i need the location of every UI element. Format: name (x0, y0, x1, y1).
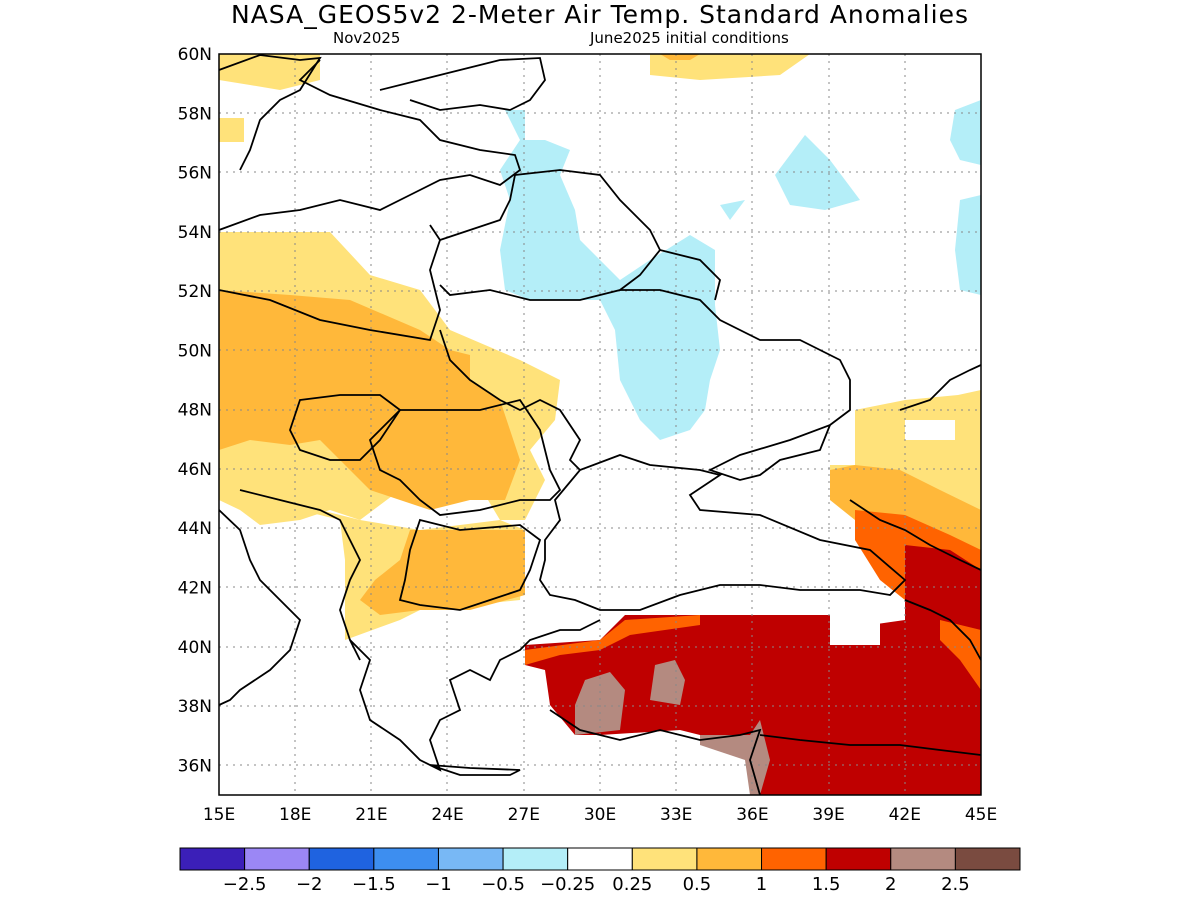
border-ukraine-west (439, 329, 582, 471)
colorbar-swatch (437, 847, 504, 871)
italy-coast (219, 509, 302, 706)
lat-tick-label: 40N (178, 638, 212, 658)
coastlines-and-borders (219, 54, 981, 795)
colorbar-label: −2.5 (223, 874, 267, 895)
border-bulgaria (398, 518, 542, 611)
border-russia-ukr (659, 249, 721, 301)
lat-tick-label: 50N (178, 341, 212, 361)
turkey-south-coast (549, 709, 762, 795)
border-poland-west (219, 224, 441, 342)
map-frame (218, 53, 982, 796)
colorbar (179, 847, 1021, 871)
map-title: NASA_GEOS5v2 2-Meter Air Temp. Standard … (231, 0, 969, 29)
lat-tick-label: 36N (178, 756, 212, 776)
extreme-warm-anomaly-1 (575, 672, 625, 735)
colorbar-label: −0.25 (540, 874, 595, 895)
finland-coast (379, 57, 546, 111)
lon-tick-label: 36E (736, 805, 768, 825)
border-turkey-east (904, 599, 981, 661)
strong-warm-anomaly-anatolia (525, 545, 981, 795)
lat-tick-label: 56N (178, 164, 212, 184)
black-sea-coast (539, 454, 907, 611)
lon-tick-label: 39E (812, 805, 844, 825)
warm-anomaly-north2 (650, 54, 810, 80)
latitude-tick-labels: 60N 58N 56N 54N 52N 50N 48N 46N 44N 42N 40N 38N 36N (178, 45, 212, 776)
lon-tick-label: 33E (660, 805, 692, 825)
colorbar-swatch (502, 847, 569, 871)
colorbar-label: −0.5 (481, 874, 525, 895)
lat-tick-label: 52N (178, 282, 212, 302)
lon-tick-label: 24E (431, 805, 463, 825)
border-romania (368, 398, 562, 516)
border-belarus (439, 169, 662, 301)
warm-anomaly-spot (219, 118, 244, 142)
colorbar-swatch (308, 847, 375, 871)
lon-tick-label: 45E (965, 805, 997, 825)
lon-tick-label: 42E (889, 805, 921, 825)
colorbar-swatch (696, 847, 763, 871)
longitude-tick-labels: 15E 18E 21E 24E 27E 30E 33E 36E 39E 42E 45E (203, 805, 997, 825)
border-balkans-west (239, 489, 362, 661)
colorbar-swatch (373, 847, 439, 871)
warm-anomaly-central (219, 290, 520, 510)
lon-tick-label: 27E (508, 805, 540, 825)
colorbar-swatch (631, 847, 698, 871)
neutral-block-2 (905, 420, 955, 440)
lon-tick-label: 15E (203, 805, 235, 825)
caspian-coast (899, 364, 981, 411)
colorbar-swatch (954, 847, 1021, 871)
map-area (219, 54, 981, 795)
colorbar-label: −2 (296, 874, 323, 895)
colorbar-label: 2.5 (941, 874, 970, 895)
neutral-block-1 (830, 615, 880, 645)
colorbar-labels: −2.5 −2 −1.5 −1 −0.5 −0.25 0.25 0.5 1 1.5 2 2.5 (223, 874, 970, 895)
cool-anomaly-russia2 (950, 100, 981, 165)
colorbar-swatch (890, 847, 956, 871)
warm-anomaly-anatolia-edge (525, 615, 700, 665)
lat-tick-label: 54N (178, 223, 212, 243)
lon-tick-label: 30E (584, 805, 616, 825)
colorbar-label: 2 (885, 874, 896, 895)
border-syria (759, 734, 981, 756)
crete (429, 764, 521, 776)
colorbar-label: −1 (425, 874, 452, 895)
cool-anomaly-baltic (500, 110, 720, 440)
colorbar-swatch (244, 847, 310, 871)
colorbar-label: −1.5 (352, 874, 396, 895)
lat-tick-label: 60N (178, 45, 212, 65)
lat-tick-label: 44N (178, 519, 212, 539)
azov-coast (707, 423, 832, 481)
scandinavia-coast (219, 54, 322, 171)
colorbar-swatch (567, 847, 633, 871)
border-hungary (289, 394, 402, 461)
colorbar-label: 0.5 (683, 874, 712, 895)
lat-tick-label: 46N (178, 460, 212, 480)
cool-anomaly-russia (775, 135, 860, 210)
border-ukraine-north (620, 289, 851, 426)
colorbar-swatch (761, 847, 827, 871)
colorbar-label: 1.5 (812, 874, 841, 895)
warm-anomaly-north3 (660, 54, 700, 60)
lat-tick-label: 42N (178, 579, 212, 599)
lon-tick-label: 21E (355, 805, 387, 825)
greece-coast (349, 619, 601, 772)
colorbar-label: 1 (756, 874, 767, 895)
lon-tick-label: 18E (279, 805, 311, 825)
colorbar-swatch (179, 847, 246, 871)
cool-anomaly-russia4 (720, 200, 745, 220)
lat-tick-label: 48N (178, 401, 212, 421)
cool-anomaly-russia3 (955, 195, 981, 295)
border-caucasus (849, 499, 981, 571)
lat-tick-label: 38N (178, 697, 212, 717)
baltic-coast (219, 59, 522, 231)
warm-anomaly-anatolia-east (940, 620, 981, 690)
border-poland-east (439, 174, 516, 241)
initial-conditions: June2025 initial conditions (590, 29, 789, 47)
colorbar-swatch (825, 847, 892, 871)
lat-tick-label: 58N (178, 104, 212, 124)
gridlines (219, 54, 981, 795)
colorbar-label: 0.25 (612, 874, 652, 895)
forecast-month: Nov2025 (333, 29, 401, 47)
